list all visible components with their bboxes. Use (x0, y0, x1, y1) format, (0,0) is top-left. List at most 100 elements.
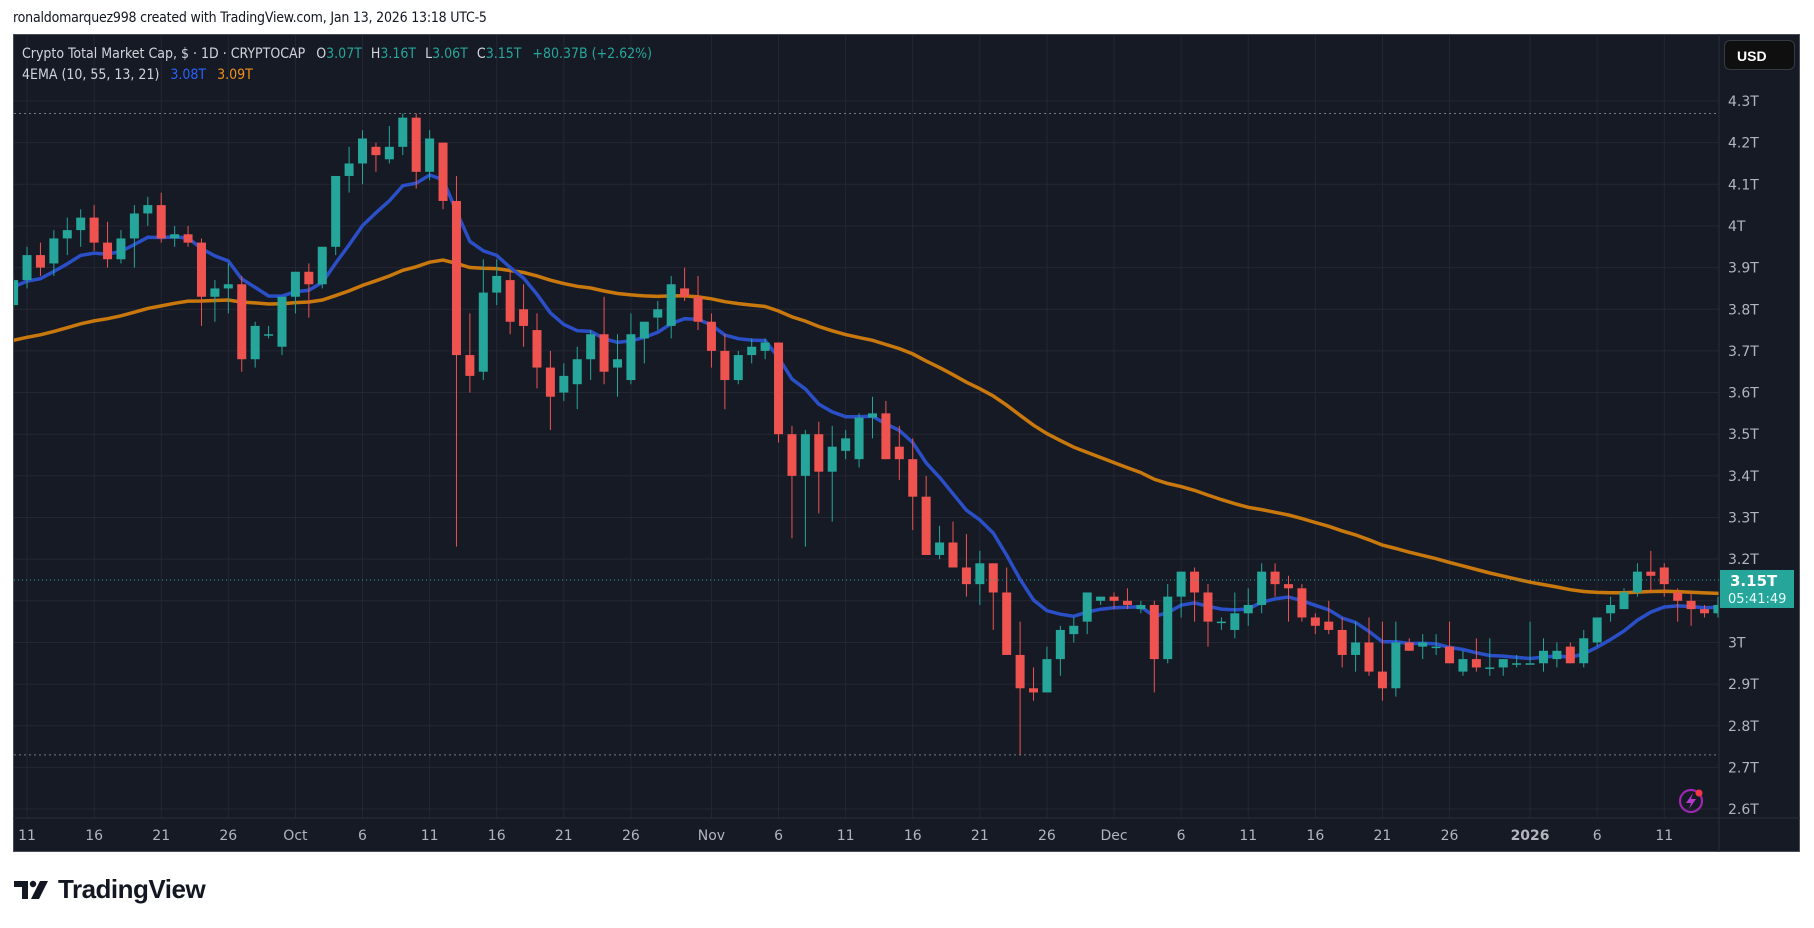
candle (1096, 596, 1106, 601)
price-axis-label: 3.4T (1728, 469, 1759, 485)
candle (22, 255, 32, 281)
price-axis-label: 2.9T (1728, 677, 1759, 693)
candle (1632, 571, 1642, 593)
time-axis-label: 21 (971, 828, 989, 844)
price-axis-label: 3.5T (1728, 427, 1759, 443)
candle (1042, 659, 1052, 693)
candle (1284, 584, 1293, 589)
candle (76, 217, 86, 231)
high-value: 3.16T (380, 46, 417, 62)
candle (1525, 663, 1535, 665)
candle (1377, 671, 1387, 689)
candle (438, 142, 448, 201)
candle (264, 334, 274, 336)
candle (545, 367, 555, 397)
ema-slow-line (14, 258, 1719, 596)
time-axis-label: 6 (1177, 828, 1186, 844)
candle (331, 175, 341, 247)
candle (1431, 646, 1441, 649)
candle (881, 413, 891, 460)
candle (935, 542, 945, 555)
candle (492, 275, 502, 293)
time-axis-label: 26 (1038, 828, 1056, 844)
candle (1606, 604, 1616, 614)
ema-slow-value: 3.09T (217, 67, 253, 83)
candle (290, 271, 300, 297)
time-axis-label: 11 (837, 828, 855, 844)
candle (653, 309, 663, 318)
candle (680, 288, 690, 297)
tradingview-logo-icon (14, 880, 48, 899)
candle (223, 284, 233, 289)
time-axis-label: 21 (555, 828, 573, 844)
ema-fast-line (14, 173, 1719, 661)
time-axis-label: 11 (421, 828, 439, 844)
candle (411, 117, 421, 172)
candle (706, 321, 716, 351)
low-label: L (425, 46, 433, 62)
time-axis-label: 6 (1593, 828, 1602, 844)
candle (841, 438, 851, 451)
candle (1069, 625, 1079, 635)
candle (1082, 592, 1092, 622)
ema-fast-value: 3.08T (170, 67, 207, 83)
time-axis-label: 21 (152, 828, 170, 844)
candle (1324, 621, 1334, 630)
time-axis-label: Nov (698, 828, 725, 844)
price-axis-label: 4T (1728, 219, 1746, 235)
candle (1686, 600, 1696, 610)
price-axis-label: 4.1T (1728, 177, 1759, 193)
candle (599, 334, 609, 372)
time-axis-label: 26 (1441, 828, 1459, 844)
candle (358, 138, 368, 164)
candle (948, 542, 958, 568)
time-axis-label: 6 (358, 828, 367, 844)
candle (1404, 642, 1414, 651)
candle (572, 359, 582, 385)
candle (1230, 613, 1240, 630)
lightning-icon[interactable] (1678, 788, 1704, 814)
high-label: H (370, 46, 381, 62)
candle (613, 359, 622, 368)
chart-frame[interactable] (13, 34, 1800, 852)
candle (1163, 596, 1173, 660)
candle (1002, 592, 1012, 655)
currency-button[interactable]: USD (1724, 40, 1795, 70)
change-value: +80.37B (+2.62%) (532, 46, 653, 62)
time-axis-label: 26 (622, 828, 640, 844)
candle (1391, 642, 1401, 689)
candle (626, 334, 636, 381)
candle (1337, 629, 1347, 655)
time-axis-label: 16 (1306, 828, 1324, 844)
tradingview-logo[interactable]: TradingView (14, 874, 206, 905)
symbol-title: Crypto Total Market Cap, $ · 1D · CRYPTO… (22, 46, 306, 62)
candle (1122, 600, 1132, 605)
time-axis-label: 16 (85, 828, 103, 844)
low-value: 3.06T (432, 46, 468, 62)
candle (156, 205, 166, 239)
candle (14, 280, 19, 306)
price-axis-label: 3.9T (1728, 261, 1759, 277)
candle (867, 413, 877, 418)
price-axis-label: 3.7T (1728, 344, 1759, 360)
price-axis-label: 4.3T (1728, 94, 1759, 110)
candle (250, 325, 260, 360)
candle (908, 459, 918, 497)
candle (1297, 588, 1307, 618)
candle (1498, 659, 1508, 668)
candle (478, 292, 488, 372)
candle (398, 117, 408, 147)
legend-indicator-row[interactable]: 4EMA (10, 55, 13, 21) 3.08T 3.09T (22, 65, 652, 86)
price-axis-label: 2.7T (1728, 760, 1759, 776)
candle (827, 446, 837, 472)
chart-credit: ronaldomarquez998 created with TradingVi… (13, 10, 487, 26)
candle (1673, 592, 1683, 601)
candle (1149, 604, 1159, 660)
candle (505, 280, 515, 322)
open-label: O (316, 46, 327, 62)
candle (210, 288, 220, 297)
last-price-tag (1720, 569, 1794, 608)
candle (1713, 604, 1719, 614)
legend-symbol-row[interactable]: Crypto Total Market Cap, $ · 1D · CRYPTO… (22, 44, 652, 65)
